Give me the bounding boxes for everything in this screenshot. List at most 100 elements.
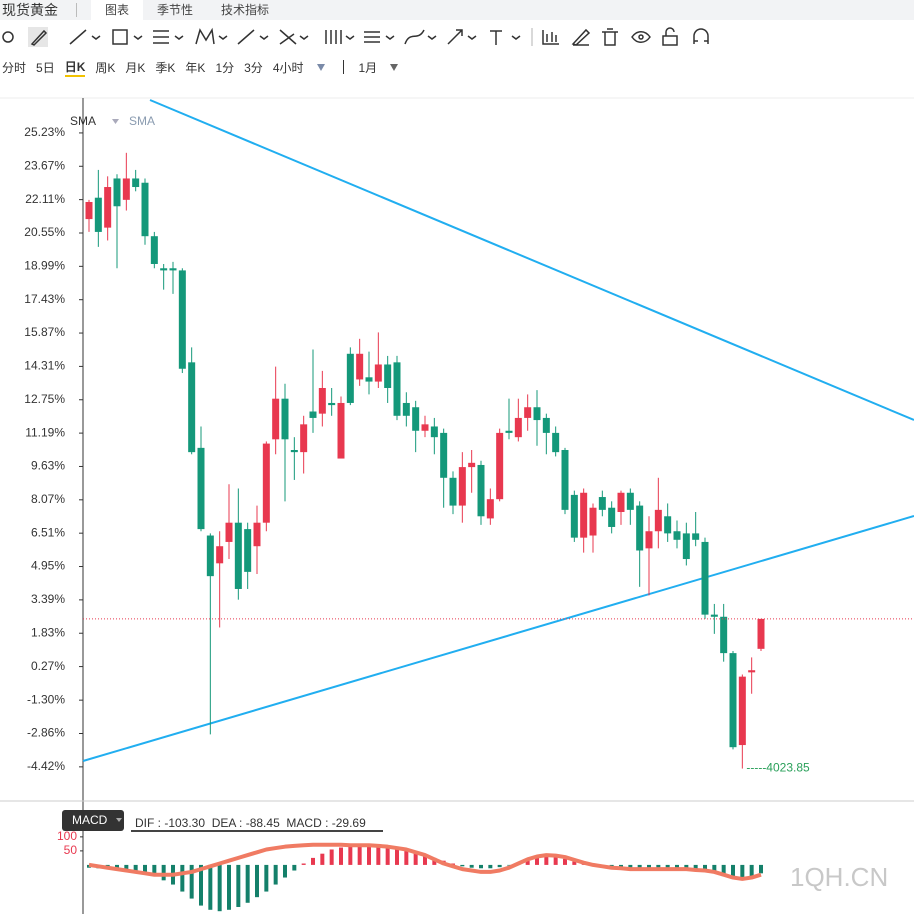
- macd-bar: [367, 845, 371, 865]
- y-tick-label: 4.95%: [31, 559, 65, 573]
- y-tick-label: 50: [64, 843, 78, 857]
- tool-icon[interactable]: [2, 31, 14, 43]
- macd-bar: [87, 864, 91, 868]
- period[interactable]: 1分: [215, 60, 235, 75]
- macd-bar: [227, 864, 231, 910]
- y-tick-label: -1.30%: [27, 692, 65, 706]
- candle-body: [253, 522, 261, 547]
- tool-icon[interactable]: [30, 29, 48, 46]
- dropdown-arrow[interactable]: [316, 63, 325, 71]
- tool-icon[interactable]: [153, 30, 184, 44]
- y-tick-label: 23.67%: [24, 158, 65, 172]
- tool-icon[interactable]: [571, 28, 591, 46]
- y-tick-label: -2.86%: [27, 726, 65, 740]
- y-tick-label: 8.07%: [31, 492, 65, 506]
- macd-bar: [180, 864, 185, 892]
- period[interactable]: 5日: [36, 60, 55, 75]
- macd-bar: [152, 864, 157, 877]
- macd-bar: [647, 864, 651, 869]
- candle-body: [318, 387, 326, 414]
- macd-bar: [189, 864, 194, 899]
- macd-bar: [553, 857, 558, 865]
- macd-bar: [161, 864, 166, 881]
- tool-icon[interactable]: [662, 27, 678, 46]
- period[interactable]: 月K: [125, 60, 146, 75]
- tool-icon[interactable]: [279, 29, 309, 45]
- macd-bar: [693, 864, 698, 870]
- tool-icon[interactable]: [602, 28, 618, 46]
- candle-body: [393, 362, 401, 416]
- tool-icon[interactable]: [693, 28, 709, 44]
- candle-body: [328, 402, 336, 406]
- candle-body: [384, 364, 392, 388]
- candle-body: [626, 492, 634, 510]
- tab[interactable]: 图表: [91, 0, 144, 20]
- y-tick-label: 25.23%: [24, 125, 65, 139]
- macd-bar: [703, 864, 707, 871]
- macd-bar: [245, 864, 250, 903]
- macd-bar: [721, 864, 726, 877]
- period[interactable]: 周K: [95, 60, 116, 75]
- tab[interactable]: 季节性: [157, 3, 194, 17]
- tool-icon[interactable]: [195, 27, 228, 45]
- macd-bar: [301, 863, 306, 865]
- candle-body: [234, 522, 242, 589]
- tab[interactable]: 技术指标: [221, 3, 270, 17]
- y-tick-label: 20.55%: [24, 225, 65, 239]
- tool-icon[interactable]: [237, 29, 269, 45]
- candle-body: [468, 462, 476, 468]
- tool-icon[interactable]: [447, 29, 477, 45]
- trend-line: [149, 99, 914, 421]
- macd-bar: [105, 864, 110, 870]
- period-active[interactable]: 日K: [64, 58, 86, 77]
- candle-body: [141, 182, 149, 237]
- candle-body: [692, 533, 700, 540]
- macd-bar: [619, 864, 623, 869]
- macd-bar: [273, 864, 278, 885]
- candle-body: [244, 529, 252, 572]
- candle-body: [309, 411, 317, 418]
- candle-body: [337, 402, 345, 459]
- macd-bar: [264, 864, 269, 892]
- tool-icon[interactable]: [542, 30, 559, 45]
- macd-bar: [535, 857, 539, 865]
- macd-bar: [712, 864, 717, 874]
- candle-body: [720, 616, 728, 654]
- tool-icon[interactable]: [325, 30, 355, 44]
- period[interactable]: 季K: [155, 60, 176, 75]
- tool-icon[interactable]: [490, 30, 521, 45]
- period[interactable]: 1月: [358, 60, 378, 75]
- period[interactable]: 年K: [185, 60, 206, 75]
- indicator-label: SMA: [70, 114, 96, 128]
- candle-body: [160, 268, 168, 271]
- period[interactable]: 分时: [2, 60, 27, 75]
- tool-icon[interactable]: [364, 31, 395, 43]
- tool-icon[interactable]: [69, 29, 101, 45]
- macd-bar: [208, 864, 213, 910]
- dropdown-arrow[interactable]: [390, 63, 399, 71]
- candle-body: [300, 424, 308, 453]
- period[interactable]: 4小时: [272, 60, 304, 75]
- candle-body: [402, 402, 410, 416]
- macd-bar: [740, 864, 745, 879]
- macd-bar: [432, 857, 437, 865]
- macd-bar: [656, 864, 661, 869]
- candle-body: [682, 533, 690, 560]
- period[interactable]: 3分: [244, 60, 263, 75]
- candle-body: [178, 270, 186, 369]
- candle-body: [290, 450, 298, 453]
- macd-bar: [115, 864, 119, 870]
- tool-icon[interactable]: [631, 31, 651, 43]
- indicator-label: SMA: [129, 114, 155, 128]
- macd-bar: [385, 846, 390, 865]
- tool-icon[interactable]: [112, 29, 143, 45]
- candle-body: [486, 499, 494, 519]
- tool-icon[interactable]: [404, 29, 437, 45]
- candle-body: [150, 236, 158, 264]
- candle-body: [636, 505, 644, 551]
- candle-body: [748, 670, 756, 673]
- candle-body: [421, 424, 429, 431]
- macd-bar: [628, 864, 633, 868]
- macd-bar: [320, 853, 325, 865]
